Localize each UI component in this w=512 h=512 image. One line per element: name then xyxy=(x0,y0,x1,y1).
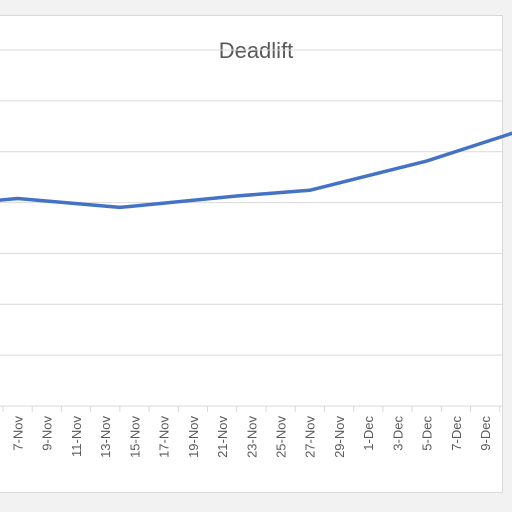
x-tick-label: 19-Nov xyxy=(186,416,201,458)
series-line xyxy=(0,131,512,210)
x-tick-label: 13-Nov xyxy=(98,416,113,458)
gridlines xyxy=(0,49,502,407)
x-tick-label: 25-Nov xyxy=(273,416,288,458)
x-axis-labels: 7-Nov 9-Nov 11-Nov 13-Nov 15-Nov 17-Nov 19-Nov… xyxy=(11,416,494,458)
x-tick-label: 7-Nov xyxy=(11,416,26,451)
x-tick-label: 3-Dec xyxy=(390,416,405,451)
x-tick-label: 5-Dec xyxy=(420,416,435,451)
chart-area xyxy=(0,15,503,493)
x-tick-label: 1-Dec xyxy=(361,416,376,451)
x-axis-ticks xyxy=(2,406,501,412)
series-layer xyxy=(0,131,512,210)
x-tick-label: 27-Nov xyxy=(303,416,318,458)
x-tick-label: 23-Nov xyxy=(244,416,259,458)
x-tick-label: 7-Dec xyxy=(449,416,464,451)
x-tick-label: 17-Nov xyxy=(157,416,172,458)
x-tick-label: 21-Nov xyxy=(215,416,230,458)
x-tick-label: 11-Nov xyxy=(69,416,84,457)
x-tick-label: 15-Nov xyxy=(127,416,142,458)
x-tick-label: 9-Dec xyxy=(478,416,493,451)
x-tick-label: 9-Nov xyxy=(40,416,55,451)
x-tick-label: 29-Nov xyxy=(332,416,347,458)
